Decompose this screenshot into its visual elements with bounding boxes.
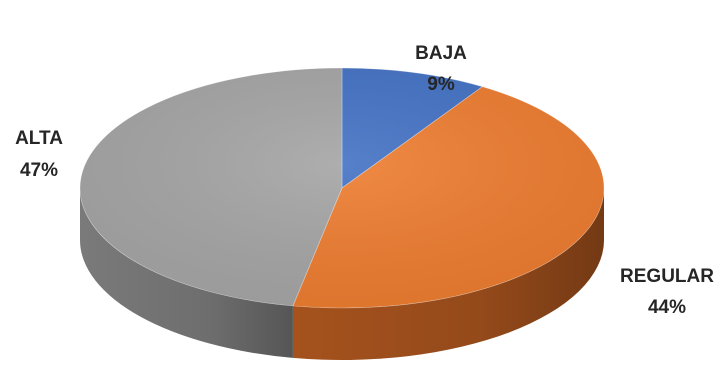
- pie-label-alta: ALTA: [15, 128, 63, 149]
- pie-tops: [79, 67, 605, 309]
- pie-side-shade-regular: [292, 188, 604, 360]
- pie-labels: BAJA 9% REGULAR 44% ALTA 47%: [15, 43, 714, 318]
- pie-value-regular: 44%: [648, 297, 686, 318]
- pie-side-shade-alta: [80, 188, 293, 358]
- pie-value-alta: 47%: [20, 160, 58, 181]
- pie-label-regular: REGULAR: [620, 266, 714, 287]
- pie-label-baja: BAJA: [415, 43, 467, 64]
- pie-value-baja: 9%: [427, 74, 455, 95]
- pie-sides: [80, 188, 604, 360]
